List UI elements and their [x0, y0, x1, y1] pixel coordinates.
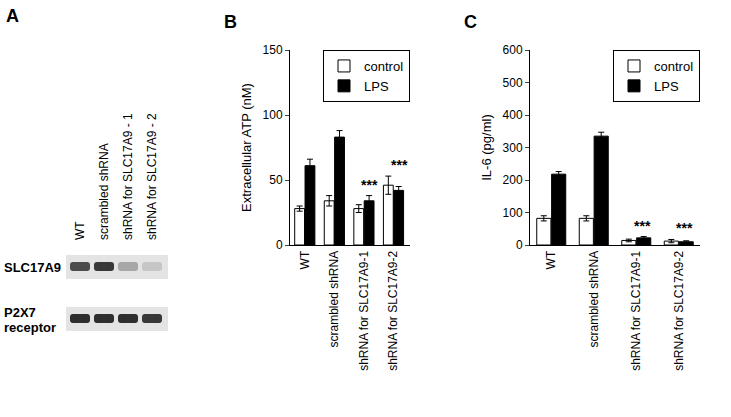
svg-text:Extracellular ATP (nM): Extracellular ATP (nM): [239, 83, 254, 212]
svg-text:scrambled shRNA: scrambled shRNA: [327, 251, 341, 348]
svg-text:WT: WT: [73, 221, 87, 240]
svg-text:100: 100: [503, 206, 523, 220]
svg-text:500: 500: [503, 76, 523, 90]
svg-text:***: ***: [676, 220, 693, 236]
svg-text:shRNA for SLC17A9 - 1: shRNA for SLC17A9 - 1: [121, 113, 135, 240]
svg-text:receptor: receptor: [4, 320, 56, 335]
svg-text:C: C: [464, 12, 477, 32]
svg-text:0: 0: [516, 238, 523, 252]
svg-text:IL-6 (pg/ml): IL-6 (pg/ml): [479, 114, 494, 180]
svg-text:P2X7: P2X7: [4, 305, 36, 320]
svg-text:A: A: [6, 6, 19, 26]
svg-text:150: 150: [263, 43, 283, 57]
svg-text:shRNA for SLC17A9-1: shRNA for SLC17A9-1: [629, 250, 643, 370]
svg-text:control: control: [364, 59, 403, 74]
svg-text:control: control: [654, 59, 693, 74]
svg-text:200: 200: [503, 173, 523, 187]
svg-text:400: 400: [503, 108, 523, 122]
svg-text:WT: WT: [298, 250, 312, 269]
svg-text:SLC17A9: SLC17A9: [4, 260, 61, 275]
svg-text:B: B: [224, 12, 237, 32]
svg-text:scrambled shRNA: scrambled shRNA: [587, 251, 601, 348]
svg-text:shRNA for SLC17A9-1: shRNA for SLC17A9-1: [357, 250, 371, 370]
svg-text:LPS: LPS: [364, 79, 389, 94]
svg-text:LPS: LPS: [654, 79, 679, 94]
svg-text:***: ***: [634, 218, 651, 234]
svg-text:***: ***: [391, 157, 408, 173]
svg-text:shRNA for SLC17A9-2: shRNA for SLC17A9-2: [386, 250, 400, 370]
svg-text:shRNA for SLC17A9-2: shRNA for SLC17A9-2: [672, 250, 686, 370]
svg-text:***: ***: [361, 177, 378, 193]
svg-text:300: 300: [503, 141, 523, 155]
svg-text:WT: WT: [544, 250, 558, 269]
svg-text:scrambled shRNA: scrambled shRNA: [97, 143, 111, 240]
svg-text:600: 600: [503, 43, 523, 57]
svg-text:50: 50: [269, 173, 283, 187]
svg-text:0: 0: [276, 238, 283, 252]
svg-text:100: 100: [263, 108, 283, 122]
svg-text:shRNA for SLC17A9 - 2: shRNA for SLC17A9 - 2: [145, 113, 159, 240]
